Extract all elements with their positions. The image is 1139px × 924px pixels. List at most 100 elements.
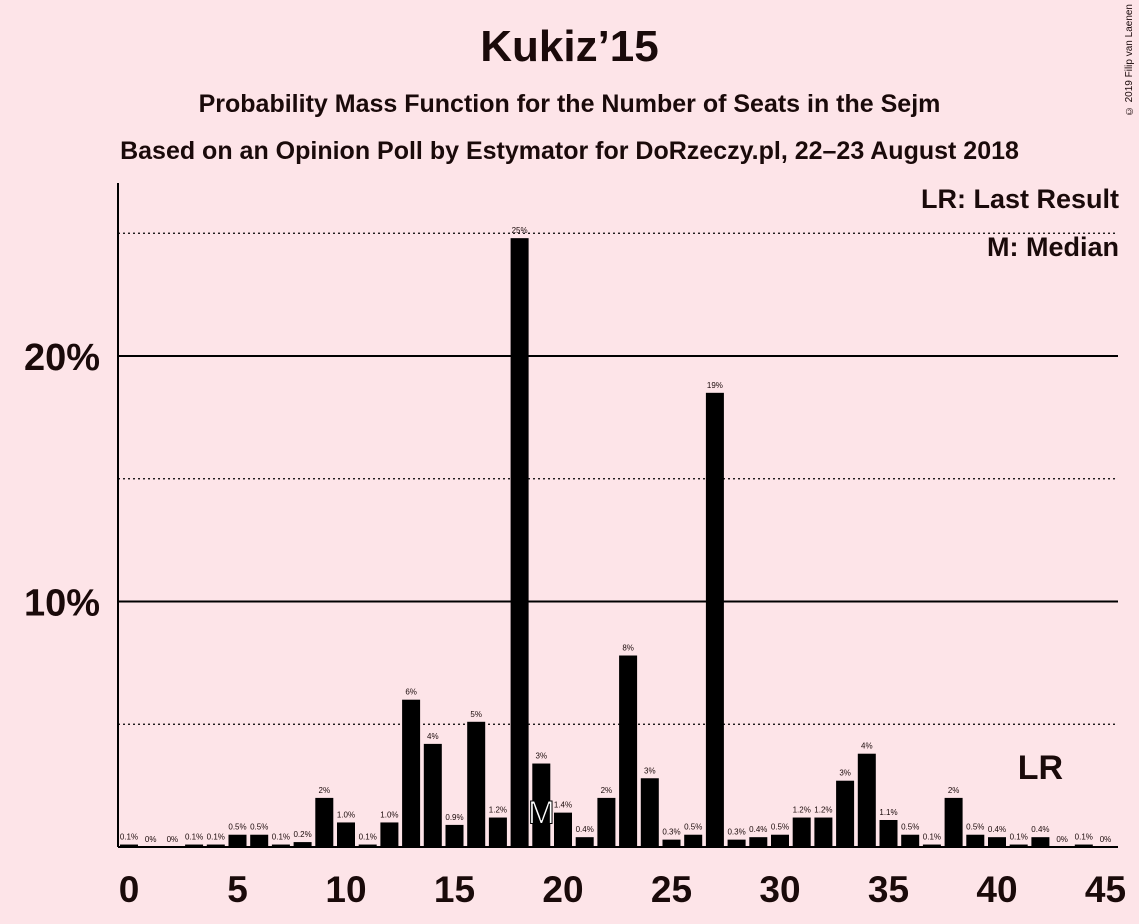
bar [271, 844, 290, 847]
x-tick-label: 30 [759, 869, 800, 910]
bar [185, 844, 204, 847]
x-tick-label: 25 [651, 869, 692, 910]
bar [402, 699, 421, 847]
data-label: 0.1% [207, 833, 225, 842]
data-label: 0.4% [988, 825, 1006, 834]
data-label: 0.1% [185, 833, 203, 842]
bar [120, 844, 138, 847]
x-tick-label: 10 [325, 869, 366, 910]
data-label: 0.1% [359, 833, 377, 842]
data-label: 1.4% [554, 801, 572, 810]
data-label: 8% [622, 644, 634, 653]
data-label: 1.0% [337, 810, 355, 819]
x-tick-label: 0 [119, 869, 140, 910]
data-label: 0.5% [228, 823, 246, 832]
x-tick-label: 5 [227, 869, 248, 910]
bar [1031, 837, 1050, 847]
bar [857, 753, 876, 847]
bar [640, 778, 659, 847]
x-tick-label: 15 [434, 869, 475, 910]
bar [423, 743, 442, 847]
data-label: 0% [145, 835, 157, 844]
y-tick-label: 20% [24, 337, 100, 379]
bar [684, 834, 703, 847]
bar [792, 817, 811, 847]
data-label: 0.5% [901, 823, 919, 832]
bar [510, 238, 529, 847]
data-label: 0.9% [445, 813, 463, 822]
data-label: 0% [1100, 835, 1112, 844]
bar [554, 812, 572, 847]
bar [293, 842, 312, 847]
data-label: 2% [319, 786, 331, 795]
bar [1009, 844, 1028, 847]
data-label: 1.2% [489, 806, 507, 815]
bar [705, 392, 724, 847]
data-label: 0.1% [272, 833, 290, 842]
bar [315, 797, 334, 847]
bar [532, 763, 551, 847]
data-label: 1.1% [879, 808, 897, 817]
data-label: 0.1% [1075, 833, 1093, 842]
bar [836, 780, 855, 847]
bar [1074, 844, 1093, 847]
x-tick-label: 35 [868, 869, 909, 910]
data-label: 3% [644, 766, 656, 775]
bar [922, 844, 941, 847]
data-label: 0.5% [966, 823, 984, 832]
bar [358, 844, 377, 847]
data-label: 3% [536, 752, 548, 761]
bar [575, 837, 594, 847]
data-label: 1.0% [380, 810, 398, 819]
bar [467, 721, 486, 847]
data-label: 3% [839, 769, 851, 778]
chart-subtitle: Probability Mass Function for the Number… [198, 90, 941, 118]
data-label: 0.2% [293, 830, 311, 839]
bar [337, 822, 355, 847]
bar [488, 817, 507, 847]
chart-title: Kukiz’15 [480, 22, 659, 71]
chart-subtitle-source: Based on an Opinion Poll by Estymator fo… [120, 137, 1019, 165]
x-tick-label: 40 [976, 869, 1017, 910]
data-label: 5% [470, 710, 482, 719]
data-label: 0.3% [662, 828, 680, 837]
bar [380, 822, 399, 847]
data-label: 0.4% [576, 825, 594, 834]
bar [619, 655, 638, 847]
bar [966, 834, 985, 847]
bar [814, 817, 833, 847]
data-label: 0.5% [250, 823, 268, 832]
data-label: 0% [1056, 835, 1068, 844]
data-label: 0.5% [684, 823, 702, 832]
data-label: 0.1% [923, 833, 941, 842]
data-label: 4% [427, 732, 439, 741]
data-label: 25% [512, 226, 528, 235]
y-tick-label: 10% [24, 583, 100, 625]
data-label: 2% [601, 786, 613, 795]
data-label: 0% [167, 835, 179, 844]
bar [771, 834, 789, 847]
bar [879, 819, 898, 847]
bar [944, 797, 963, 847]
bar [445, 824, 464, 847]
bar [749, 837, 768, 847]
data-label: 1.2% [814, 806, 832, 815]
median-marker: M [528, 795, 555, 831]
bar [250, 834, 269, 847]
legend-median: M: Median [987, 232, 1119, 262]
data-label: 19% [707, 381, 723, 390]
data-label: 0.5% [771, 823, 789, 832]
bar [662, 839, 681, 847]
data-label: 0.1% [1010, 833, 1028, 842]
bar [901, 834, 920, 847]
data-label: 0.4% [749, 825, 767, 834]
bar [597, 797, 616, 847]
last-result-marker: LR [1018, 749, 1063, 787]
data-label: 0.3% [727, 828, 745, 837]
legend-last-result: LR: Last Result [920, 184, 1119, 214]
data-label: 0.1% [120, 833, 138, 842]
x-tick-label: 45 [1085, 869, 1126, 910]
data-label: 1.2% [793, 806, 811, 815]
x-tick-label: 20 [542, 869, 583, 910]
